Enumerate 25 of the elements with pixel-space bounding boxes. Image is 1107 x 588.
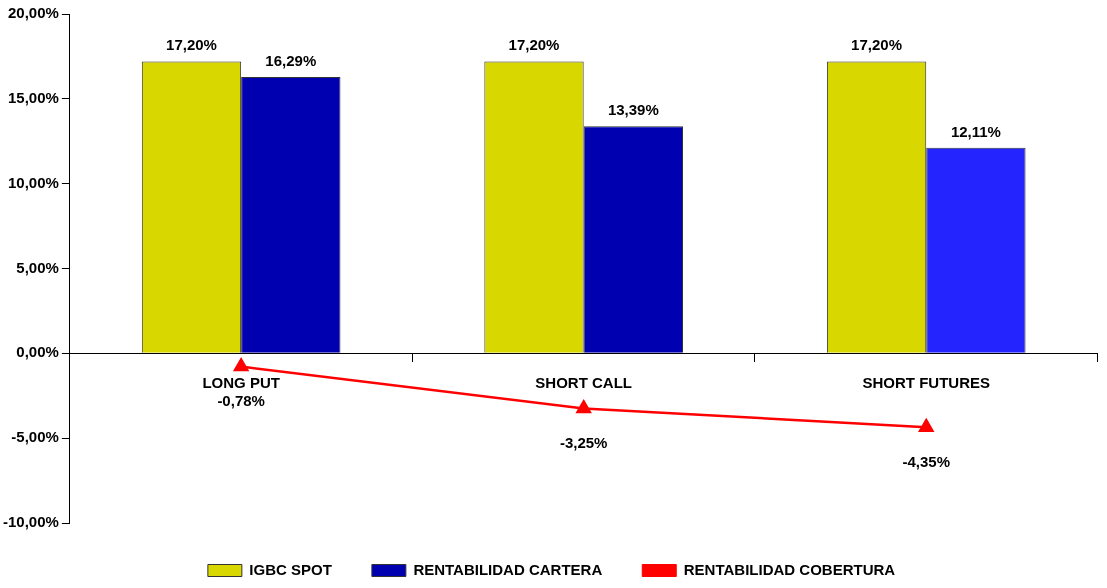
point xyxy=(576,400,591,414)
legend-label: RENTABILIDAD COBERTURA xyxy=(683,560,896,578)
data-label: 17,20% xyxy=(508,36,560,54)
x-tick-label: SHORT CALL xyxy=(535,374,633,392)
y-tick-label: -10,00% xyxy=(2,513,59,531)
y-tick-label: 0,00% xyxy=(16,343,59,361)
data-label: -4,35% xyxy=(902,452,950,470)
point xyxy=(233,358,249,372)
y-tick-label: -5,00% xyxy=(11,428,59,446)
legend-label: IGBC SPOT xyxy=(249,560,332,578)
x-tick-label: SHORT FUTURES xyxy=(862,374,990,392)
data-label: -0,78% xyxy=(217,392,265,410)
y-tick-label: 5,00% xyxy=(16,258,59,276)
data-label: 13,39% xyxy=(607,100,659,118)
x-tick-label: LONG PUT xyxy=(202,374,280,392)
legend-label: RENTABILIDAD CARTERA xyxy=(413,560,603,578)
data-label: 17,20% xyxy=(851,36,902,54)
data-label: 17,20% xyxy=(166,36,217,54)
data-label: 16,29% xyxy=(265,51,317,69)
data-label: 12,11% xyxy=(950,122,1001,140)
y-tick-label: 10,00% xyxy=(7,173,59,191)
point xyxy=(918,418,934,432)
data-label: -3,25% xyxy=(559,434,608,452)
y-tick-label: 20,00% xyxy=(7,4,59,22)
y-tick-label: 15,00% xyxy=(7,88,59,106)
